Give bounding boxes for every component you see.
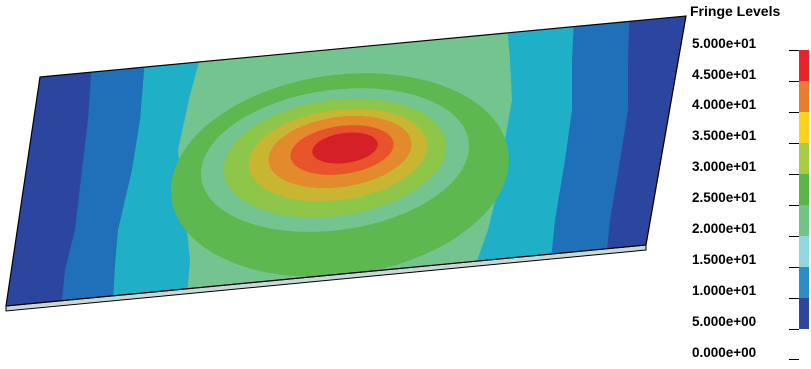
- legend-swatch-30-35: [799, 143, 809, 174]
- legend-swatch-40-45: [799, 81, 809, 112]
- legend-title: Fringe Levels: [690, 3, 781, 19]
- plate-outline: [5, 15, 687, 307]
- legend-label-0: 0.000e+00: [692, 345, 757, 360]
- legend-tick: [789, 81, 799, 82]
- legend-tick: [789, 267, 799, 268]
- legend-label-15: 1.500e+01: [692, 252, 757, 267]
- legend-label-25: 2.500e+01: [692, 190, 757, 205]
- legend-label-50: 5.000e+01: [692, 36, 757, 51]
- legend-tick: [789, 50, 799, 51]
- legend-swatch-25-30: [799, 174, 809, 205]
- legend-tick: [789, 298, 799, 299]
- legend-label-20: 2.000e+01: [692, 221, 757, 236]
- legend-tick: [789, 236, 799, 237]
- legend-label-5: 5.000e+00: [692, 314, 757, 329]
- legend-tick: [789, 174, 799, 175]
- legend-tick: [789, 329, 799, 330]
- legend-swatch-20-25: [799, 205, 809, 236]
- legend-label-45: 4.500e+01: [692, 67, 757, 82]
- legend-label-40: 4.000e+01: [692, 97, 757, 112]
- legend-swatch-35-40: [799, 112, 809, 143]
- legend-tick: [789, 205, 799, 206]
- legend-swatch-10-15: [799, 267, 809, 298]
- legend-tick: [789, 359, 799, 360]
- legend-tick: [789, 143, 799, 144]
- legend-label-10: 1.000e+01: [692, 283, 757, 298]
- legend-swatch-5-10: [799, 298, 809, 329]
- legend-tick: [789, 112, 799, 113]
- legend-label-35: 3.500e+01: [692, 128, 757, 143]
- legend-label-30: 3.000e+01: [692, 159, 757, 174]
- contour-band-45-50: [312, 132, 378, 164]
- legend-swatch-15-20: [799, 236, 809, 267]
- legend-swatch-45-50: [799, 50, 809, 81]
